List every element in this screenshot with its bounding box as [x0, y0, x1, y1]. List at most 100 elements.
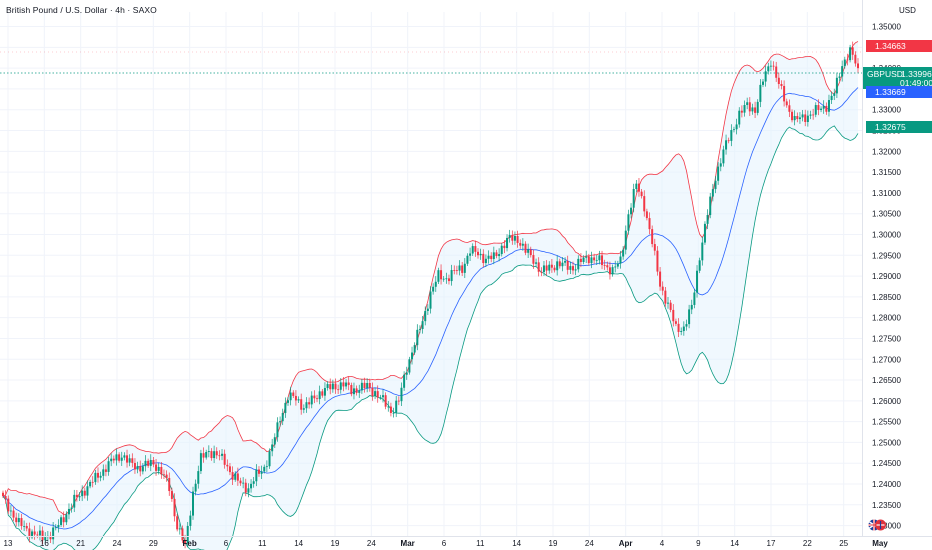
lower-band-badge: 1.32675 [866, 121, 932, 133]
candle-body [822, 105, 825, 109]
candle-body [213, 451, 216, 459]
candle-body [65, 514, 68, 523]
x-tick-label: 4 [660, 539, 665, 548]
y-tick-label: 1.26000 [872, 397, 901, 406]
candle-body [738, 110, 741, 125]
candle-body [535, 262, 538, 264]
candle-body [107, 461, 110, 472]
candle-body [606, 265, 609, 268]
candle-body [284, 402, 287, 414]
candle-body [653, 244, 656, 251]
uk-flag-icon[interactable] [868, 519, 886, 531]
candle-body [41, 530, 44, 541]
candle-body [680, 331, 683, 332]
x-tick-label: 16 [40, 539, 49, 548]
candle-body [397, 400, 400, 402]
candle-body [323, 388, 326, 396]
candle-body [719, 163, 722, 167]
candle-body [186, 525, 189, 544]
candle-body [783, 85, 786, 102]
candle-body [762, 81, 764, 85]
candle-body [585, 256, 588, 258]
x-tick-label: 29 [149, 539, 158, 548]
candle-body [421, 321, 424, 330]
candle-body [635, 183, 638, 189]
x-tick-label: Apr [619, 539, 633, 548]
x-tick-label: 19 [549, 539, 558, 548]
candle-body [701, 242, 704, 261]
candle-body [31, 531, 34, 538]
candle-body [115, 454, 118, 461]
candle-body [558, 261, 561, 267]
x-tick-label: 6 [442, 539, 447, 548]
candle-body [706, 214, 709, 224]
candle-body [147, 460, 150, 466]
candle-body [677, 323, 680, 332]
candle-body [244, 482, 247, 493]
candle-body [732, 129, 735, 131]
candle-body [820, 108, 823, 110]
candle-body [318, 391, 321, 400]
candle-body [827, 100, 830, 112]
candle-body [205, 452, 208, 458]
candle-body [587, 256, 590, 264]
candle-body [477, 251, 479, 256]
candle-body [498, 254, 501, 257]
candle-body [445, 278, 448, 280]
candle-body [614, 266, 617, 268]
candle-body [714, 180, 717, 190]
x-tick-label: May [872, 539, 888, 548]
candle-body [257, 469, 260, 474]
x-tick-label: 22 [803, 539, 812, 548]
candle-body [611, 267, 614, 275]
candle-body [801, 114, 804, 118]
candle-body [15, 517, 18, 523]
candle-body [537, 262, 540, 272]
candle-body [194, 483, 197, 492]
candle-body [136, 465, 139, 470]
candle-body [484, 258, 487, 264]
candle-body [38, 530, 41, 536]
candle-body [131, 458, 134, 463]
candle-body [569, 266, 572, 270]
candle-body [849, 47, 852, 61]
time-axis[interactable]: 13 16 21 24 29 Feb 6 11 14 19 24 Mar 6 11 14 19 24 Apr 4 9 1… [4, 539, 889, 548]
y-tick-label: 1.29000 [872, 272, 901, 281]
candle-body [513, 236, 516, 241]
candle-body [798, 117, 801, 120]
candle-body [838, 76, 841, 78]
currency-label[interactable]: USD [899, 6, 916, 15]
candle-body [450, 270, 453, 282]
candle-body [854, 54, 857, 64]
y-tick-label: 1.23000 [872, 522, 901, 531]
x-tick-label: 9 [696, 539, 701, 548]
candle-body [247, 488, 250, 493]
candle-body [622, 249, 625, 257]
candle-body [170, 491, 173, 499]
candle-body [292, 392, 295, 396]
candle-body [637, 183, 640, 192]
candle-body [334, 383, 337, 390]
y-tick-label: 1.27500 [872, 334, 901, 343]
candle-body [751, 107, 754, 112]
candle-body [368, 382, 371, 388]
candle-body [223, 453, 226, 465]
x-tick-label: 13 [4, 539, 13, 548]
candle-body [453, 270, 456, 271]
candle-body [331, 383, 334, 390]
candle-body [28, 528, 31, 538]
candle-body [231, 472, 234, 480]
candle-body [265, 466, 268, 468]
y-tick-label: 1.26500 [872, 376, 901, 385]
candle-body [52, 527, 55, 540]
candle-body [302, 408, 305, 410]
price-axis[interactable]: 1.350001.345001.340001.335001.330001.325… [872, 23, 901, 531]
candle-body [487, 255, 490, 259]
bar-countdown: 01:49:00 [900, 78, 932, 88]
candle-body [656, 250, 659, 272]
candle-body [297, 399, 300, 401]
candle-body [506, 237, 509, 249]
candle-body [199, 453, 202, 472]
candle-body [717, 166, 720, 181]
